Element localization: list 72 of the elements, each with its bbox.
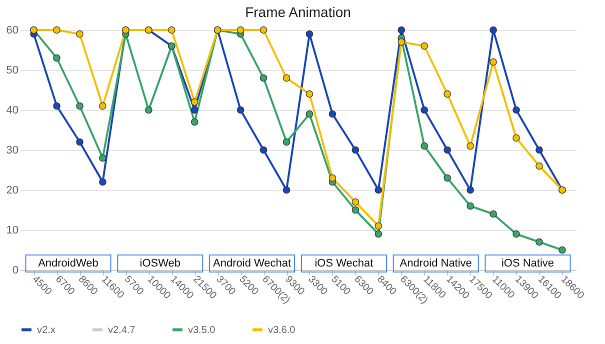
point	[558, 246, 566, 254]
annotation: Android Wechat	[213, 258, 292, 270]
point	[398, 26, 406, 34]
point	[466, 142, 474, 150]
point	[168, 26, 176, 34]
point	[236, 26, 244, 34]
annotation: iOS Native	[501, 258, 554, 270]
legend-label: v2.x	[37, 324, 56, 336]
point	[490, 26, 497, 34]
point	[53, 102, 60, 110]
point	[190, 106, 198, 114]
point	[190, 98, 198, 106]
point	[444, 146, 451, 154]
point	[420, 142, 428, 150]
point	[490, 210, 497, 218]
y-tick-label: 60	[6, 24, 18, 36]
point	[76, 102, 84, 110]
point	[76, 138, 84, 146]
y-tick-label: 10	[6, 224, 18, 236]
point	[145, 106, 152, 114]
point	[466, 186, 474, 194]
point	[444, 90, 451, 98]
point	[282, 186, 290, 194]
point	[282, 74, 290, 82]
point	[53, 26, 60, 34]
legend-label: v3.5.0	[188, 324, 216, 336]
annotation: iOS Wechat	[314, 258, 374, 270]
point	[260, 146, 268, 154]
y-tick-label: 50	[6, 64, 18, 76]
annotation: iOSWeb	[140, 258, 181, 270]
point	[536, 146, 543, 154]
point	[512, 106, 520, 114]
point	[282, 138, 290, 146]
point	[374, 230, 382, 238]
point	[306, 30, 314, 38]
point	[374, 186, 382, 194]
point	[352, 146, 360, 154]
y-tick-label: 20	[6, 184, 18, 196]
point	[536, 238, 543, 246]
point	[512, 230, 520, 238]
point	[466, 202, 474, 210]
point	[490, 58, 497, 66]
point	[306, 110, 314, 118]
point	[236, 106, 244, 114]
point	[328, 110, 336, 118]
point	[76, 30, 84, 38]
point	[420, 106, 428, 114]
point	[512, 134, 520, 142]
y-tick-label: 30	[6, 144, 18, 156]
point	[398, 38, 406, 46]
legend-label: v3.6.0	[268, 324, 296, 336]
point	[536, 162, 543, 170]
point	[328, 174, 336, 182]
point	[260, 74, 268, 82]
point	[99, 154, 106, 162]
legend-label: v2.4.7	[108, 324, 136, 336]
point	[420, 42, 428, 50]
annotation: AndroidWeb	[38, 258, 98, 270]
point	[53, 54, 60, 62]
point	[190, 118, 198, 126]
point	[352, 198, 360, 206]
chart-title: Frame Animation	[245, 4, 351, 20]
point	[306, 90, 314, 98]
point	[352, 206, 360, 214]
point	[99, 178, 106, 186]
point	[260, 26, 268, 34]
y-tick-label: 40	[6, 104, 18, 116]
point	[444, 174, 451, 182]
point	[374, 222, 382, 230]
point	[99, 102, 106, 110]
y-tick-label: 0	[12, 264, 18, 276]
annotation: Android Native	[400, 258, 472, 270]
